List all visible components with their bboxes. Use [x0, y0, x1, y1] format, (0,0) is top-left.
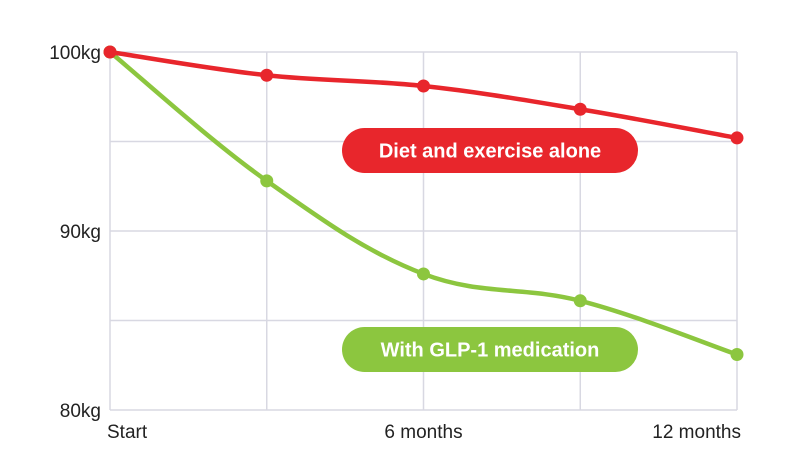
- data-point-0-4: [730, 131, 744, 145]
- series-label-pill-0: Diet and exercise alone: [342, 128, 638, 173]
- series-labels: Diet and exercise alone With GLP-1 medica…: [342, 128, 638, 372]
- x-tick-label: Start: [107, 422, 148, 443]
- series-label-pill-1: With GLP-1 medication: [342, 327, 638, 372]
- data-point-1-1: [260, 174, 274, 188]
- series-label-text: Diet and exercise alone: [379, 141, 601, 163]
- data-point-1-2: [417, 267, 430, 281]
- x-axis: Start 6 months 12 months: [107, 422, 741, 443]
- y-tick-label: 90kg: [60, 222, 101, 243]
- series-line-1: [107, 49, 740, 357]
- x-tick-label: 12 months: [652, 422, 741, 443]
- series-label-text: With GLP-1 medication: [381, 340, 600, 362]
- data-point-1-3: [573, 294, 587, 308]
- data-point-0-0: [103, 45, 117, 59]
- data-point-0-1: [260, 68, 274, 82]
- series-label-background: [342, 327, 638, 372]
- data-point-0-2: [417, 79, 430, 93]
- y-axis: 80kg 90kg 100kg: [49, 43, 101, 422]
- x-tick-label: 6 months: [384, 422, 462, 443]
- series-label-background: [342, 128, 638, 173]
- y-tick-label: 100kg: [49, 43, 101, 64]
- series-group: [103, 45, 744, 362]
- data-point-0-3: [573, 102, 587, 116]
- y-tick-label: 80kg: [60, 401, 101, 422]
- data-point-1-4: [730, 348, 744, 362]
